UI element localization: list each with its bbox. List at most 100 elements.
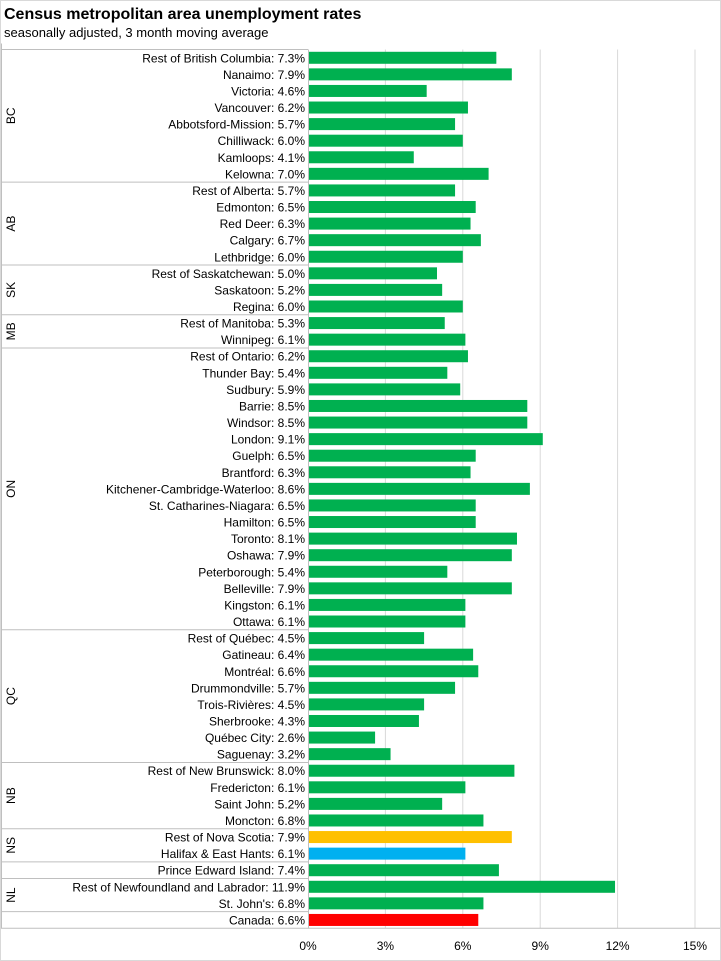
group-label-ab: AB <box>4 216 18 232</box>
label-barrie: Barrie: 8.5% <box>239 399 305 413</box>
bar-prince-edward-island <box>308 864 499 877</box>
bar-oshawa <box>308 549 512 562</box>
group-label-sk: SK <box>4 282 18 298</box>
bar-thunder-bay <box>308 366 448 379</box>
bar-peterborough <box>308 565 448 578</box>
bar-hamilton <box>308 516 476 529</box>
label-rest-of-nova-scotia: Rest of Nova Scotia: 7.9% <box>165 831 305 845</box>
bar-rest-of-qu-bec <box>308 632 425 645</box>
bar-rest-of-newfoundland-and-labrador <box>308 880 616 893</box>
bar-toronto <box>308 532 517 545</box>
bar-red-deer <box>308 217 471 230</box>
bar-abbotsford-mission <box>308 118 456 131</box>
label-sudbury: Sudbury: 5.9% <box>226 383 305 397</box>
bar-rest-of-new-brunswick <box>308 764 515 777</box>
bar-ottawa <box>308 615 466 628</box>
label-thunder-bay: Thunder Bay: 5.4% <box>202 366 305 380</box>
bar-rest-of-nova-scotia <box>308 831 512 844</box>
label-saint-john: Saint John: 5.2% <box>214 797 305 811</box>
bar-moncton <box>308 814 484 827</box>
label-drummondville: Drummondville: 5.7% <box>191 681 305 695</box>
label-london: London: 9.1% <box>231 433 305 447</box>
x-tick-labels: 0% 3% 6% 9% 12% 15% <box>299 939 707 953</box>
label-red-deer: Red Deer: 6.3% <box>220 217 306 231</box>
bar-vancouver <box>308 101 468 114</box>
label-windsor: Windsor: 8.5% <box>227 416 305 430</box>
label-trois-rivi-res: Trois-Rivières: 4.5% <box>197 698 305 712</box>
tick-label-12: 12% <box>606 939 630 953</box>
label-abbotsford-mission: Abbotsford-Mission: 5.7% <box>168 118 305 132</box>
label-rest-of-newfoundland-and-labrador: Rest of Newfoundland and Labrador: 11.9% <box>72 880 305 894</box>
label-hamilton: Hamilton: 6.5% <box>224 516 306 530</box>
bar-kelowna <box>308 167 489 180</box>
bars <box>308 51 616 926</box>
group-label-nb: NB <box>4 787 18 804</box>
bar-winnipeg <box>308 333 466 346</box>
tick-label-15: 15% <box>683 939 707 953</box>
bar-rest-of-manitoba <box>308 317 445 330</box>
label-gatineau: Gatineau: 6.4% <box>222 648 305 662</box>
group-label-mb: MB <box>4 322 18 340</box>
label-chilliwack: Chilliwack: 6.0% <box>218 134 306 148</box>
bar-montr-al <box>308 665 479 678</box>
bar-rest-of-alberta <box>308 184 456 197</box>
label-kelowna: Kelowna: 7.0% <box>225 167 305 181</box>
label-fredericton: Fredericton: 6.1% <box>210 781 305 795</box>
label-calgary: Calgary: 6.7% <box>230 234 306 248</box>
tick-label-0: 0% <box>299 939 317 953</box>
category-labels: Rest of British Columbia: 7.3% Nanaimo: 7… <box>72 51 305 927</box>
label-peterborough: Peterborough: 5.4% <box>198 565 305 579</box>
label-saskatoon: Saskatoon: 5.2% <box>214 283 305 297</box>
tick-label-3: 3% <box>377 939 395 953</box>
label-rest-of-british-columbia: Rest of British Columbia: 7.3% <box>142 51 305 65</box>
label-victoria: Victoria: 4.6% <box>231 84 305 98</box>
label-rest-of-qu-bec: Rest of Québec: 4.5% <box>188 632 306 646</box>
bar-edmonton <box>308 201 476 214</box>
bar-london <box>308 433 543 446</box>
label-regina: Regina: 6.0% <box>233 300 305 314</box>
chart-title: Census metropolitan area unemployment ra… <box>4 6 362 23</box>
tick-label-9: 9% <box>532 939 550 953</box>
label-prince-edward-island: Prince Edward Island: 7.4% <box>158 864 306 878</box>
label-rest-of-manitoba: Rest of Manitoba: 5.3% <box>180 317 305 331</box>
bar-kamloops <box>308 151 414 164</box>
label-toronto: Toronto: 8.1% <box>231 532 305 546</box>
label-canada: Canada: 6.6% <box>229 913 305 927</box>
bar-lethbridge <box>308 250 463 263</box>
label-ottawa: Ottawa: 6.1% <box>233 615 305 629</box>
chart-subtitle: seasonally adjusted, 3 month moving aver… <box>4 25 269 40</box>
bar-st-john-s <box>308 897 484 910</box>
bar-st-catharines-niagara <box>308 499 476 512</box>
tick-label-6: 6% <box>454 939 472 953</box>
bar-gatineau <box>308 648 474 661</box>
group-label-nl: NL <box>4 887 18 903</box>
label-oshawa: Oshawa: 7.9% <box>227 549 305 563</box>
group-label-bc: BC <box>4 107 18 124</box>
bar-nanaimo <box>308 68 512 81</box>
label-rest-of-new-brunswick: Rest of New Brunswick: 8.0% <box>148 764 306 778</box>
label-edmonton: Edmonton: 6.5% <box>216 201 305 215</box>
bar-brantford <box>308 466 471 479</box>
group-label-ns: NS <box>4 837 18 854</box>
bar-rest-of-saskatchewan <box>308 267 437 280</box>
bar-sherbrooke <box>308 714 419 727</box>
label-kingston: Kingston: 6.1% <box>224 598 305 612</box>
label-kitchener-cambridge-waterloo: Kitchener-Cambridge-Waterloo: 8.6% <box>106 482 305 496</box>
bar-saskatoon <box>308 283 443 296</box>
label-saguenay: Saguenay: 3.2% <box>217 748 305 762</box>
label-brantford: Brantford: 6.3% <box>222 466 306 480</box>
label-winnipeg: Winnipeg: 6.1% <box>221 333 305 347</box>
bar-sudbury <box>308 383 461 396</box>
bar-canada <box>308 913 479 926</box>
label-sherbrooke: Sherbrooke: 4.3% <box>209 714 305 728</box>
bar-barrie <box>308 399 528 412</box>
label-halifax-east-hants: Halifax & East Hants: 6.1% <box>161 847 305 861</box>
bar-halifax-east-hants <box>308 847 466 860</box>
group-label-qc: QC <box>4 687 18 705</box>
label-rest-of-alberta: Rest of Alberta: 5.7% <box>192 184 305 198</box>
group-label-on: ON <box>4 480 18 498</box>
bar-regina <box>308 300 463 313</box>
bar-fredericton <box>308 781 466 794</box>
province-groups: BC AB SK MB ON QC NB NS NL <box>4 107 18 903</box>
